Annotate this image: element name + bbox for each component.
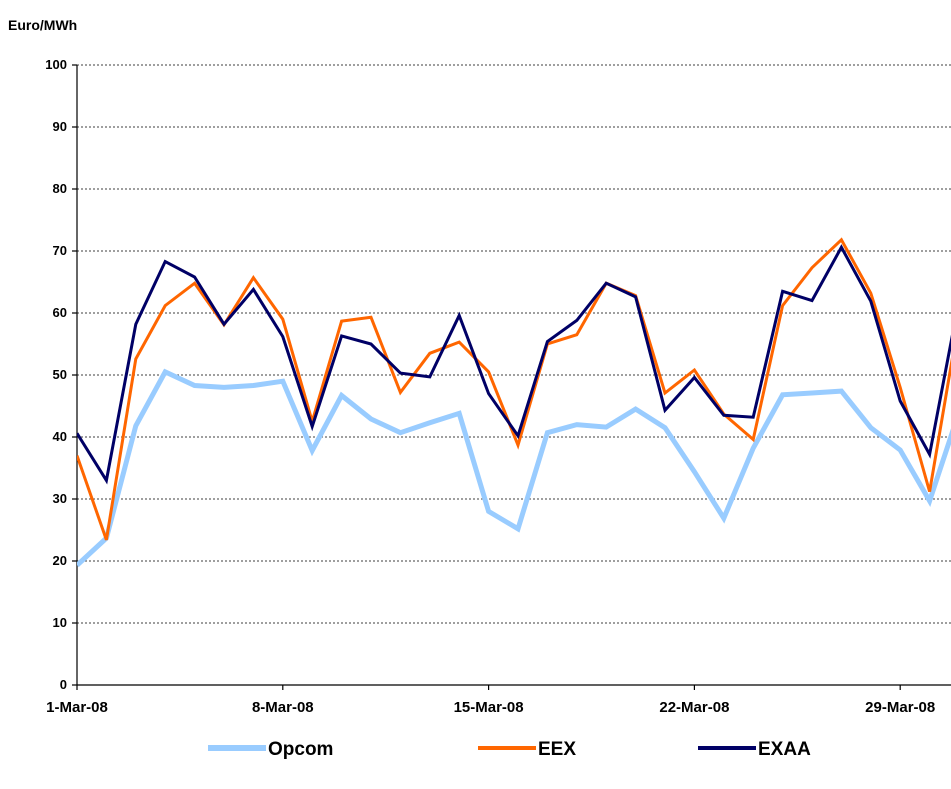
- y-tick-label: 40: [53, 429, 67, 444]
- y-tick-label: 80: [53, 181, 67, 196]
- legend: Opcom EEX EXAA: [208, 739, 811, 760]
- grid-lines: [77, 64, 951, 624]
- series-line-opcom: [77, 368, 951, 568]
- legend-label-opcom: Opcom: [268, 739, 333, 760]
- x-tick-label: 15-Mar-08: [454, 699, 524, 716]
- y-tick-label: 30: [53, 491, 67, 506]
- y-axis-label: Euro/MWh: [8, 17, 77, 33]
- y-tick-label: 90: [53, 119, 67, 134]
- y-tick-label: 100: [45, 57, 67, 72]
- series-lines: [77, 237, 951, 568]
- y-tick-label: 10: [53, 615, 67, 630]
- x-tick-label: 22-Mar-08: [659, 699, 729, 716]
- x-tick-labels: 1-Mar-08 8-Mar-08 15-Mar-08 22-Mar-08 29-Mar…: [46, 699, 935, 716]
- y-tick-label: 50: [53, 367, 67, 382]
- y-tick-label: 20: [53, 553, 67, 568]
- axes: [72, 64, 951, 690]
- x-tick-label: 29-Mar-08: [865, 699, 935, 716]
- legend-label-eex: EEX: [538, 739, 576, 760]
- x-tick-label: 8-Mar-08: [252, 699, 314, 716]
- y-tick-label: 60: [53, 305, 67, 320]
- y-tick-label: 0: [60, 677, 67, 692]
- y-tick-labels: 0 10 20 30 40 50 60 70 80 90 100: [45, 57, 67, 692]
- legend-label-exaa: EXAA: [758, 739, 811, 760]
- x-tick-label: 1-Mar-08: [46, 699, 108, 716]
- series-line-exaa: [77, 244, 951, 485]
- y-tick-label: 70: [53, 243, 67, 258]
